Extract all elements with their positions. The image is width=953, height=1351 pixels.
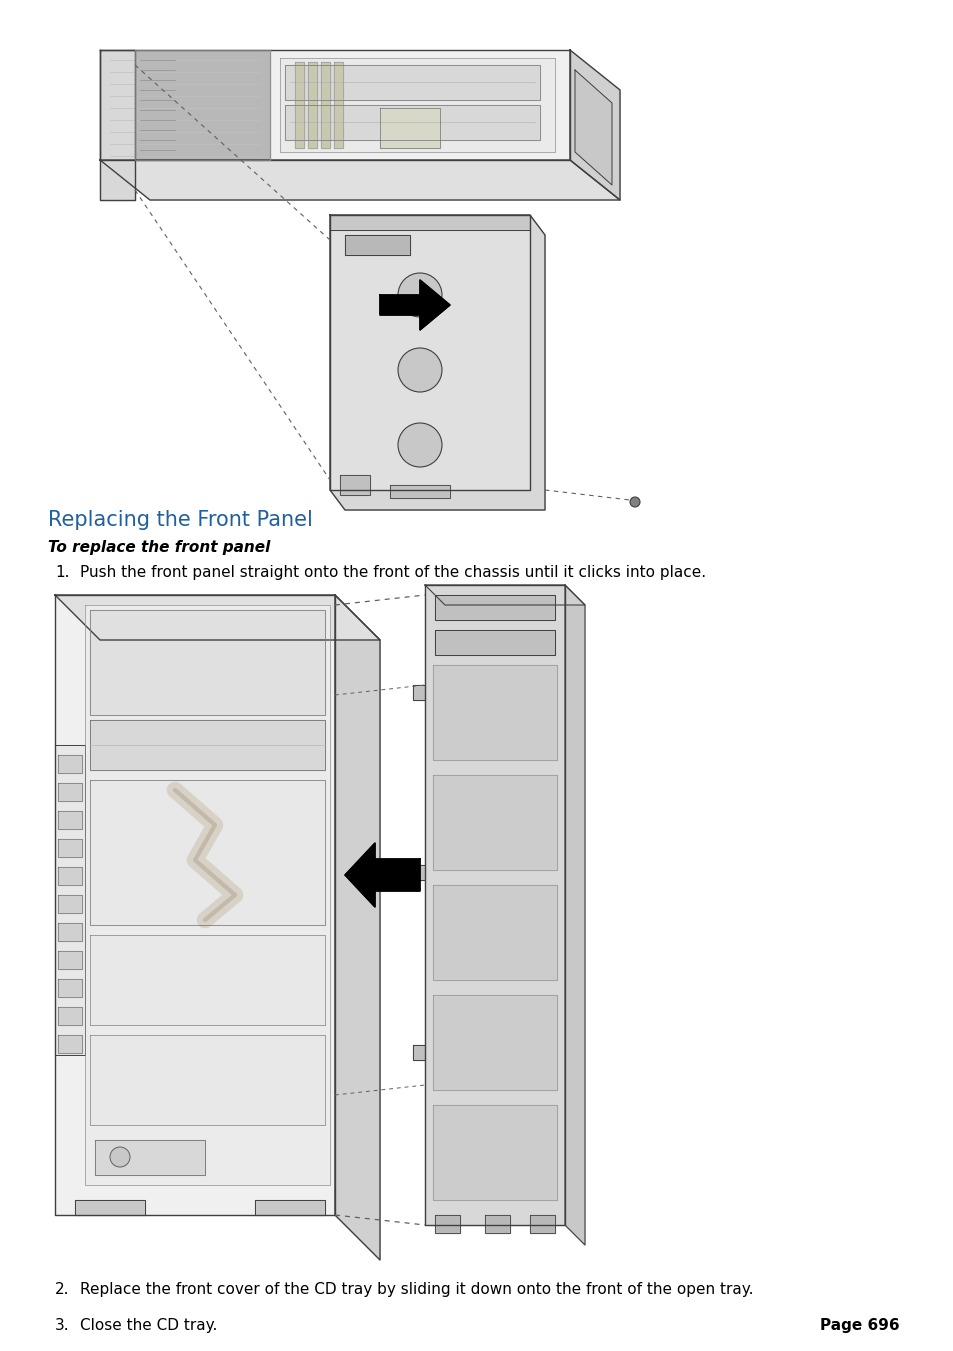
Polygon shape bbox=[433, 994, 557, 1090]
Polygon shape bbox=[424, 585, 564, 1225]
Polygon shape bbox=[564, 585, 584, 1246]
Polygon shape bbox=[345, 843, 419, 907]
Polygon shape bbox=[58, 951, 82, 969]
Polygon shape bbox=[58, 1035, 82, 1052]
Polygon shape bbox=[435, 1215, 459, 1233]
Text: 1.: 1. bbox=[55, 565, 70, 580]
Polygon shape bbox=[55, 594, 335, 1215]
Polygon shape bbox=[294, 62, 304, 149]
Polygon shape bbox=[379, 108, 439, 149]
Polygon shape bbox=[435, 630, 555, 655]
Polygon shape bbox=[90, 611, 325, 715]
Polygon shape bbox=[413, 865, 424, 880]
Polygon shape bbox=[254, 1200, 325, 1215]
Polygon shape bbox=[58, 923, 82, 942]
Polygon shape bbox=[379, 280, 450, 330]
Polygon shape bbox=[85, 605, 330, 1185]
Polygon shape bbox=[330, 215, 530, 490]
Polygon shape bbox=[100, 50, 135, 200]
Polygon shape bbox=[90, 1035, 325, 1125]
Polygon shape bbox=[58, 839, 82, 857]
Text: Replacing the Front Panel: Replacing the Front Panel bbox=[48, 509, 313, 530]
Polygon shape bbox=[339, 476, 370, 494]
Polygon shape bbox=[330, 215, 530, 230]
Polygon shape bbox=[320, 62, 330, 149]
Polygon shape bbox=[58, 979, 82, 997]
Polygon shape bbox=[433, 665, 557, 761]
Polygon shape bbox=[58, 755, 82, 773]
Polygon shape bbox=[575, 70, 612, 185]
Circle shape bbox=[397, 349, 441, 392]
Polygon shape bbox=[433, 775, 557, 870]
Polygon shape bbox=[285, 105, 539, 141]
Polygon shape bbox=[58, 1006, 82, 1025]
Polygon shape bbox=[55, 594, 379, 640]
Circle shape bbox=[110, 1147, 130, 1167]
Text: Replace the front cover of the CD tray by sliding it down onto the front of the : Replace the front cover of the CD tray b… bbox=[80, 1282, 753, 1297]
Polygon shape bbox=[90, 720, 325, 770]
Polygon shape bbox=[280, 58, 555, 153]
Text: 2.: 2. bbox=[55, 1282, 70, 1297]
Polygon shape bbox=[345, 235, 410, 255]
Text: To replace the front panel: To replace the front panel bbox=[48, 540, 270, 555]
Polygon shape bbox=[390, 485, 450, 499]
Polygon shape bbox=[433, 1105, 557, 1200]
Polygon shape bbox=[308, 62, 316, 149]
Polygon shape bbox=[334, 62, 343, 149]
Text: Push the front panel straight onto the front of the chassis until it clicks into: Push the front panel straight onto the f… bbox=[80, 565, 705, 580]
Polygon shape bbox=[75, 1200, 145, 1215]
Circle shape bbox=[397, 273, 441, 317]
Polygon shape bbox=[58, 784, 82, 801]
Polygon shape bbox=[100, 159, 619, 200]
Polygon shape bbox=[530, 1215, 555, 1233]
Polygon shape bbox=[58, 894, 82, 913]
Polygon shape bbox=[55, 744, 85, 1055]
Polygon shape bbox=[433, 885, 557, 979]
Polygon shape bbox=[90, 935, 325, 1025]
Polygon shape bbox=[484, 1215, 510, 1233]
Polygon shape bbox=[58, 867, 82, 885]
Polygon shape bbox=[90, 780, 325, 925]
Polygon shape bbox=[100, 50, 569, 159]
Polygon shape bbox=[58, 811, 82, 830]
Polygon shape bbox=[424, 585, 584, 605]
Polygon shape bbox=[335, 594, 379, 1260]
Polygon shape bbox=[285, 65, 539, 100]
Polygon shape bbox=[435, 594, 555, 620]
Text: Page 696: Page 696 bbox=[820, 1319, 899, 1333]
Circle shape bbox=[397, 423, 441, 467]
Polygon shape bbox=[95, 1140, 205, 1175]
Polygon shape bbox=[569, 50, 619, 200]
Polygon shape bbox=[135, 50, 270, 159]
Circle shape bbox=[629, 497, 639, 507]
Polygon shape bbox=[413, 1046, 424, 1061]
Text: 3.: 3. bbox=[55, 1319, 70, 1333]
Polygon shape bbox=[413, 685, 424, 700]
Polygon shape bbox=[330, 215, 544, 509]
Text: Close the CD tray.: Close the CD tray. bbox=[80, 1319, 217, 1333]
